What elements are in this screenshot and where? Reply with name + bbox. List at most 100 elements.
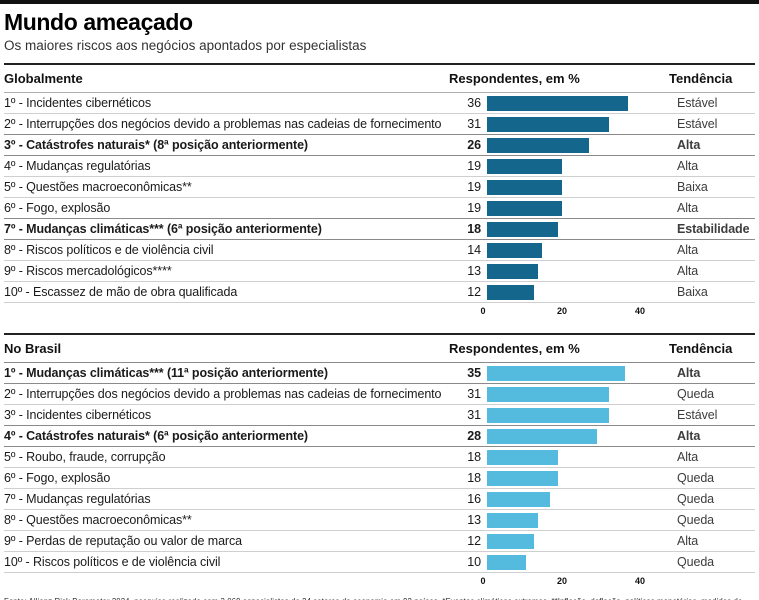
risk-trend: Alta	[677, 534, 699, 548]
bar-area	[487, 512, 669, 528]
risk-value: 13	[467, 513, 481, 527]
risk-trend: Alta	[677, 138, 701, 152]
risk-label: 4º - Mudanças regulatórias	[4, 159, 151, 173]
risk-trend: Estabilidade	[677, 222, 750, 236]
bar-area	[487, 284, 669, 300]
trend-column-header: Tendência	[669, 341, 733, 356]
bar-area	[487, 428, 669, 444]
risk-value: 14	[467, 243, 481, 257]
risk-value: 31	[467, 117, 481, 131]
risk-label: 8º - Questões macroeconômicas**	[4, 513, 192, 527]
section-brasil: No Brasil Respondentes, em % Tendência 1…	[4, 333, 755, 589]
bar-area	[487, 263, 669, 279]
risk-row: 6º - Fogo, explosão 18 Queda	[4, 468, 755, 489]
risk-bar	[487, 470, 558, 486]
value-column-header: Respondentes, em %	[449, 341, 580, 356]
risk-label: 2º - Interrupções dos negócios devido a …	[4, 387, 442, 401]
risk-value: 18	[467, 222, 481, 236]
risk-value: 36	[467, 96, 481, 110]
risk-trend: Alta	[677, 450, 699, 464]
risk-table-global: 1º - Incidentes cibernéticos 36 Estável …	[4, 93, 755, 303]
risk-trend: Queda	[677, 513, 715, 527]
bar-area	[487, 554, 669, 570]
risk-bar	[487, 386, 609, 402]
bar-area	[487, 491, 669, 507]
risk-label: 1º - Incidentes cibernéticos	[4, 96, 151, 110]
axis-tick: 40	[634, 306, 646, 316]
risk-row: 8º - Questões macroeconômicas** 13 Queda	[4, 510, 755, 531]
risk-bar	[487, 284, 535, 300]
risk-value: 35	[467, 366, 481, 380]
risk-label: 7º - Mudanças climáticas*** (6ª posição …	[4, 222, 322, 236]
risk-row: 5º - Roubo, fraude, corrupção 18 Alta	[4, 447, 755, 468]
risk-trend: Alta	[677, 264, 699, 278]
bar-area	[487, 449, 669, 465]
risk-bar	[487, 158, 562, 174]
risk-value: 31	[467, 408, 481, 422]
risk-table-brasil: 1º - Mudanças climáticas*** (11ª posição…	[4, 362, 755, 573]
risk-label: 4º - Catástrofes naturais* (6ª posição a…	[4, 429, 308, 443]
risk-trend: Queda	[677, 387, 715, 401]
trend-column-header: Tendência	[669, 71, 733, 86]
risk-label: 9º - Perdas de reputação ou valor de mar…	[4, 534, 243, 548]
bar-area	[487, 365, 669, 381]
risk-trend: Estável	[677, 408, 718, 422]
risk-bar	[487, 449, 558, 465]
risk-row: 9º - Riscos mercadológicos**** 13 Alta	[4, 261, 755, 282]
bar-area	[487, 386, 669, 402]
risk-bar	[487, 491, 550, 507]
table-header: Globalmente Respondentes, em % Tendência	[4, 65, 755, 93]
risk-trend: Alta	[677, 159, 699, 173]
risk-trend: Estável	[677, 96, 718, 110]
bar-area	[487, 158, 669, 174]
x-axis-global: 0 20 40	[480, 303, 755, 319]
risk-bar	[487, 242, 543, 258]
risk-trend: Queda	[677, 555, 715, 569]
section-title: No Brasil	[4, 341, 62, 356]
risk-label: 3º - Catástrofes naturais* (8ª posição a…	[4, 138, 308, 152]
section-global: Globalmente Respondentes, em % Tendência…	[4, 63, 755, 319]
bar-area	[487, 200, 669, 216]
risk-row: 3º - Catástrofes naturais* (8ª posição a…	[4, 134, 755, 156]
risk-trend: Alta	[677, 429, 701, 443]
risk-trend: Alta	[677, 243, 699, 257]
risk-value: 18	[467, 450, 481, 464]
risk-value: 18	[467, 471, 481, 485]
risk-label: 10º - Riscos políticos e de violência ci…	[4, 555, 221, 569]
risk-value: 12	[467, 534, 481, 548]
axis-tick: 0	[480, 576, 486, 586]
risk-row: 6º - Fogo, explosão 19 Alta	[4, 198, 755, 219]
risk-trend: Baixa	[677, 285, 708, 299]
page-subtitle: Os maiores riscos aos negócios apontados…	[4, 38, 367, 53]
risk-bar	[487, 533, 535, 549]
bar-area	[487, 95, 669, 111]
bar-area	[487, 179, 669, 195]
risk-trend: Alta	[677, 366, 701, 380]
risk-trend: Queda	[677, 471, 715, 485]
risk-row: 5º - Questões macroeconômicas** 19 Baixa	[4, 177, 755, 198]
top-rule	[0, 0, 759, 4]
risk-row: 10º - Escassez de mão de obra qualificad…	[4, 282, 755, 303]
risk-label: 2º - Interrupções dos negócios devido a …	[4, 117, 442, 131]
risk-row: 1º - Mudanças climáticas*** (11ª posição…	[4, 362, 755, 384]
risk-value: 19	[467, 201, 481, 215]
risk-row: 1º - Incidentes cibernéticos 36 Estável	[4, 93, 755, 114]
risk-row: 4º - Catástrofes naturais* (6ª posição a…	[4, 425, 755, 447]
risk-bar	[487, 179, 562, 195]
risk-value: 12	[467, 285, 481, 299]
bar-area	[487, 116, 669, 132]
risk-bar	[487, 137, 590, 153]
risk-label: 6º - Fogo, explosão	[4, 201, 111, 215]
section-title: Globalmente	[4, 71, 83, 86]
risk-value: 19	[467, 159, 481, 173]
axis-tick: 20	[556, 306, 568, 316]
risk-label: 8º - Riscos políticos e de violência civ…	[4, 243, 214, 257]
risk-bar	[487, 116, 609, 132]
risk-value: 13	[467, 264, 481, 278]
risk-label: 10º - Escassez de mão de obra qualificad…	[4, 285, 238, 299]
bar-area	[487, 533, 669, 549]
risk-row: 2º - Interrupções dos negócios devido a …	[4, 384, 755, 405]
risk-trend: Baixa	[677, 180, 708, 194]
risk-bar	[487, 554, 527, 570]
